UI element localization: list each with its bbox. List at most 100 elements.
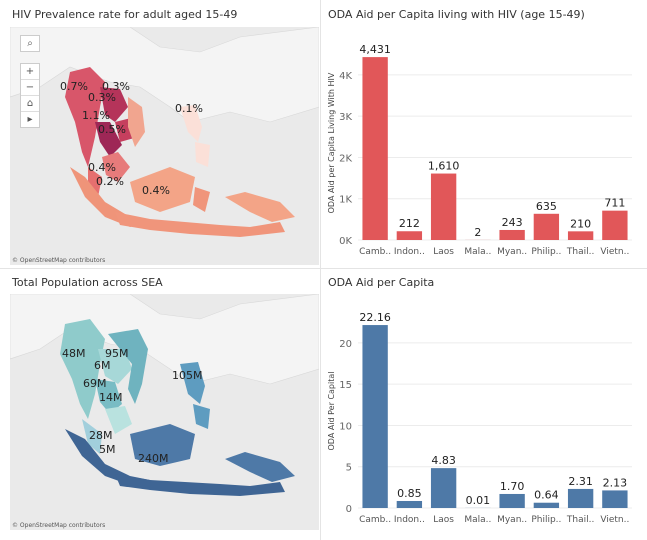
zoom-out-icon[interactable]: − bbox=[21, 80, 39, 96]
bar-Philip..[interactable] bbox=[533, 213, 560, 240]
oda-capita-bar-chart[interactable]: 0 5 10 15 20 ODA Aid Per Capital 22.16 Camb.. 0.… bbox=[322, 294, 640, 534]
pop-label-thailand: 69M bbox=[83, 377, 107, 390]
y-axis-title: ODA Aid Per Capital bbox=[327, 372, 336, 451]
y-tick-label: 20 bbox=[339, 339, 352, 350]
myanmar-region bbox=[65, 67, 105, 167]
y-tick-label: 5 bbox=[346, 463, 352, 474]
home-icon[interactable]: ⌂ bbox=[21, 96, 39, 112]
pop-label-singapore: 5M bbox=[99, 443, 116, 456]
pop-label-indonesia: 240M bbox=[138, 452, 169, 465]
hiv-map-title: HIV Prevalence rate for adult aged 15-49 bbox=[12, 8, 238, 21]
x-tick-label: Vietn.. bbox=[600, 247, 629, 257]
map-credit: © OpenStreetMap contributors bbox=[12, 522, 106, 529]
bar-Laos[interactable] bbox=[430, 468, 457, 508]
y-axis-title: ODA Aid per Capita Living With HIV bbox=[327, 72, 336, 213]
horizontal-divider bbox=[0, 268, 647, 269]
bar-Camb..[interactable] bbox=[362, 325, 388, 508]
hiv-label-laos: 0.3% bbox=[102, 80, 130, 93]
y-tick-label: 10 bbox=[339, 421, 352, 432]
hiv-map-canvas bbox=[10, 27, 319, 265]
bar-value-label: 635 bbox=[536, 200, 557, 213]
pop-label-vietnam: 95M bbox=[105, 347, 129, 360]
y-tick-label: 3K bbox=[339, 112, 352, 123]
x-tick-label: Camb.. bbox=[359, 515, 391, 525]
x-tick-label: Indon.. bbox=[394, 515, 425, 525]
map-credit: © OpenStreetMap contributors bbox=[12, 257, 106, 264]
bar-Laos[interactable] bbox=[430, 173, 457, 240]
x-tick-label: Indon.. bbox=[394, 247, 425, 257]
pop-label-cambodia: 14M bbox=[99, 391, 123, 404]
x-tick-label: Mala.. bbox=[464, 515, 491, 525]
hiv-label-malaysia: 0.4% bbox=[88, 161, 116, 174]
y-tick-label: 0K bbox=[339, 236, 352, 247]
pop-label-laos: 6M bbox=[94, 359, 111, 372]
y-tick-label: 4K bbox=[339, 71, 352, 82]
x-tick-label: Myan.. bbox=[497, 515, 527, 525]
chart1-title: ODA Aid per Capita living with HIV (age … bbox=[328, 8, 585, 21]
bar-value-label: 0.01 bbox=[466, 494, 491, 507]
chart2-title: ODA Aid per Capita bbox=[328, 276, 435, 289]
x-tick-label: Camb.. bbox=[359, 247, 391, 257]
bar-value-label: 2.31 bbox=[568, 475, 593, 488]
chart2-panel: 0 5 10 15 20 ODA Aid Per Capital 22.16 Camb.. 0.… bbox=[322, 294, 640, 534]
y-tick-label: 15 bbox=[339, 380, 352, 391]
bar-Vietn..[interactable] bbox=[602, 210, 628, 240]
x-tick-label: Laos bbox=[433, 515, 454, 525]
pop-label-malaysia: 28M bbox=[89, 429, 113, 442]
hiv-label-thailand: 1.1% bbox=[82, 109, 110, 122]
bar-value-label: 1,610 bbox=[428, 160, 460, 173]
x-tick-label: Thail.. bbox=[566, 515, 594, 525]
y-tick-label: 2K bbox=[339, 153, 352, 164]
bar-Thail..[interactable] bbox=[567, 231, 594, 240]
hiv-label-myanmar: 0.7% bbox=[60, 80, 88, 93]
bar-value-label: 0.85 bbox=[397, 487, 422, 500]
bar-Myan..[interactable] bbox=[499, 493, 525, 508]
bar-value-label: 4,431 bbox=[359, 43, 391, 56]
population-map-canvas bbox=[10, 294, 319, 530]
bar-Indon..[interactable] bbox=[396, 500, 423, 508]
map-search-control[interactable]: ⌕ bbox=[20, 35, 40, 52]
x-tick-label: Mala.. bbox=[464, 247, 491, 257]
bar-value-label: 210 bbox=[570, 217, 591, 230]
bar-Vietn..[interactable] bbox=[602, 490, 628, 508]
bar-value-label: 1.70 bbox=[500, 480, 525, 493]
hiv-label-singapore: 0.2% bbox=[96, 175, 124, 188]
bar-Thail..[interactable] bbox=[567, 488, 594, 508]
vertical-divider bbox=[320, 0, 321, 540]
chart1-panel: 0K 1K 2K 3K 4K ODA Aid per Capita Living With… bbox=[322, 26, 640, 266]
bar-Indon..[interactable] bbox=[396, 231, 423, 240]
population-map-title: Total Population across SEA bbox=[12, 276, 163, 289]
x-tick-label: Myan.. bbox=[497, 247, 527, 257]
map-zoom-controls[interactable]: + − ⌂ ▸ bbox=[20, 63, 40, 128]
bar-value-label: 22.16 bbox=[359, 311, 391, 324]
hiv-prevalence-map[interactable]: ⌕ + − ⌂ ▸ 0.7% 0.3% 0.3% 0.1% 1.1% 0.5% … bbox=[10, 27, 319, 265]
search-icon[interactable]: ⌕ bbox=[27, 38, 33, 49]
bar-value-label: 711 bbox=[604, 197, 625, 210]
x-tick-label: Laos bbox=[433, 247, 454, 257]
bar-Camb..[interactable] bbox=[362, 57, 388, 240]
bar-value-label: 2 bbox=[474, 226, 481, 239]
hiv-label-philippines: 0.1% bbox=[175, 102, 203, 115]
pop-label-philippines: 105M bbox=[172, 369, 203, 382]
bar-Myan..[interactable] bbox=[499, 229, 525, 240]
hiv-label-thailand-north: 0.3% bbox=[88, 91, 116, 104]
bar-value-label: 4.83 bbox=[431, 454, 456, 467]
hiv-label-indonesia: 0.4% bbox=[142, 184, 170, 197]
y-tick-label: 0 bbox=[346, 504, 352, 515]
bar-value-label: 2.13 bbox=[603, 476, 628, 489]
zoom-in-icon[interactable]: + bbox=[21, 64, 39, 80]
bar-value-label: 243 bbox=[502, 216, 523, 229]
x-tick-label: Philip.. bbox=[531, 247, 561, 257]
hiv-label-cambodia: 0.5% bbox=[98, 123, 126, 136]
population-map[interactable]: 48M 95M 6M 69M 14M 105M 28M 5M 240M © Op… bbox=[10, 294, 319, 530]
x-tick-label: Philip.. bbox=[531, 515, 561, 525]
x-tick-label: Thail.. bbox=[566, 247, 594, 257]
bar-Philip..[interactable] bbox=[533, 502, 560, 508]
bar-value-label: 0.64 bbox=[534, 489, 559, 502]
y-tick-label: 1K bbox=[339, 195, 352, 206]
x-tick-label: Vietn.. bbox=[600, 515, 629, 525]
bar-value-label: 212 bbox=[399, 217, 420, 230]
pop-label-myanmar: 48M bbox=[62, 347, 86, 360]
play-icon[interactable]: ▸ bbox=[27, 114, 33, 125]
